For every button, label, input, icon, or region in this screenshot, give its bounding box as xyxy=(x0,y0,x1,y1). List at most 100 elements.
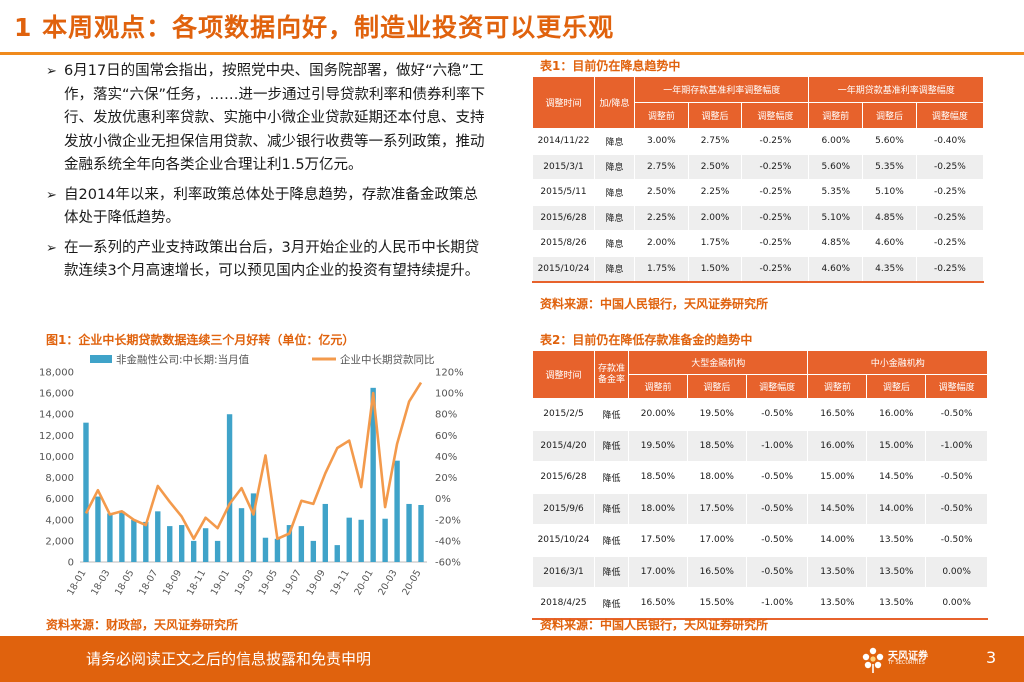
bar-mark xyxy=(202,528,209,562)
table-cell: 5.60% xyxy=(862,128,917,155)
col-header-direction: 存款准备金率 xyxy=(594,350,629,399)
table-cell: 13.50% xyxy=(866,587,927,620)
y-left-tick-label: 14,000 xyxy=(40,410,74,421)
table-cell: 5.10% xyxy=(808,204,864,231)
table-row: 2014/11/22 降息 3.00% 2.75% -0.25% 6.00% 5.60% -0… xyxy=(532,128,985,155)
table-2-title: 表2：目前仍在降低存款准备金的趋势中 xyxy=(540,333,753,347)
table-cell: 14.50% xyxy=(866,461,927,494)
table-cell: -1.00% xyxy=(925,429,988,462)
table-row: 2015/2/5 降低 20.00% 19.50% -0.50% 16.50% 16.00%… xyxy=(532,398,988,431)
legend-label-line: 企业中长期贷款同比 xyxy=(340,353,435,366)
table-cell: 17.50% xyxy=(628,524,688,557)
table-cell: 16.00% xyxy=(807,429,868,462)
table-cell: 15.00% xyxy=(866,429,927,462)
table-cell: 14.00% xyxy=(866,492,927,525)
table-cell: 2.00% xyxy=(687,204,743,231)
bar-mark xyxy=(334,545,340,562)
table-cell: 15.00% xyxy=(807,461,868,494)
sub-header: 调整幅度 xyxy=(915,102,985,129)
table-cell: -0.25% xyxy=(741,255,810,282)
sub-header: 调整前 xyxy=(634,102,689,129)
bar-mark xyxy=(322,503,328,562)
table-row: 2018/4/25 降低 16.50% 15.50% -1.00% 13.50% 13.50… xyxy=(532,587,988,620)
y-left-tick-label: 4,000 xyxy=(45,515,74,526)
bullet-list: ➢ 6月17日的国常会指出，按照党中央、国务院部署，做好“六稳”工作，落实“六保… xyxy=(46,60,486,290)
table-cell: 降息 xyxy=(594,255,635,282)
table-cell: -0.50% xyxy=(745,524,809,557)
table-cell: 17.00% xyxy=(628,555,688,588)
table-cell: -0.50% xyxy=(745,492,809,525)
table-cell: 2016/3/1 xyxy=(532,555,595,588)
y-right-tick-label: 60% xyxy=(435,431,457,442)
bar-mark xyxy=(370,387,376,562)
table-cell: 降息 xyxy=(594,128,635,155)
table-cell: -0.50% xyxy=(745,398,809,431)
table-cell: 5.35% xyxy=(862,153,917,180)
table-cell: 2015/2/5 xyxy=(532,398,595,431)
table-cell: -0.25% xyxy=(915,255,985,282)
table-cell: 2015/10/24 xyxy=(532,255,595,282)
arrow-bullet-icon: ➢ xyxy=(46,240,57,256)
sub-header: 调整前 xyxy=(808,102,864,129)
table-cell: 2.00% xyxy=(634,230,689,257)
y-right-tick-label: 0% xyxy=(435,494,451,505)
bar-mark xyxy=(214,540,221,562)
bar-mark xyxy=(346,517,352,562)
y-right-tick-label: -40% xyxy=(435,536,461,547)
bar-mark xyxy=(131,519,137,562)
table-row: 2015/10/24 降息 1.75% 1.50% -0.25% 4.60% 4.35% -0… xyxy=(532,255,985,282)
table-cell: -0.50% xyxy=(925,524,988,557)
logo-subtitle: TF SECURITIES xyxy=(888,660,925,666)
bullet-item: ➢ 在一系列的产业支持政策出台后，3月开始企业的人民币中长期贷款连续3个月高速增… xyxy=(46,237,486,284)
x-tick-label: 20-03 xyxy=(376,568,399,597)
table-cell: 13.50% xyxy=(866,555,927,588)
bar-mark xyxy=(274,538,281,562)
table-cell: 18.00% xyxy=(686,461,747,494)
table-cell: 2015/9/6 xyxy=(532,492,595,525)
table-cell: 2015/8/26 xyxy=(532,230,595,257)
table-cell: 17.50% xyxy=(686,492,747,525)
table-cell: 4.60% xyxy=(808,255,864,282)
y-left-tick-label: 0 xyxy=(68,558,74,569)
table-cell: 降低 xyxy=(594,555,629,588)
table-cell: 1.75% xyxy=(687,230,743,257)
sub-header: 调整后 xyxy=(687,102,743,129)
bullet-text: 在一系列的产业支持政策出台后，3月开始企业的人民币中长期贷款连续3个月高速增长，… xyxy=(64,239,480,280)
x-tick-label: 19-01 xyxy=(209,568,232,597)
table-cell: 2015/4/20 xyxy=(532,429,595,462)
y-left-tick-label: 18,000 xyxy=(40,368,74,379)
x-tick-label: 18-05 xyxy=(113,568,136,597)
table-cell: 16.50% xyxy=(628,587,688,620)
table-cell: 20.00% xyxy=(628,398,688,431)
table-cell: 2.50% xyxy=(634,179,689,206)
bar-mark xyxy=(382,518,388,562)
group-header-deposit: 一年期存款基准利率调整幅度 xyxy=(633,76,810,103)
x-tick-label: 19-11 xyxy=(328,568,351,597)
table-cell: 2.75% xyxy=(687,128,743,155)
table-cell: 2.25% xyxy=(634,204,689,231)
group-header-small: 中小金融机构 xyxy=(807,350,988,375)
table-cell: -0.25% xyxy=(741,128,810,155)
bar-mark xyxy=(95,496,101,562)
rrr-cut-table: 调整时间 存款准备金率 大型金融机构 中小金融机构 调整前 调整后 调整幅度 调… xyxy=(532,350,988,620)
table-cell: 2015/3/1 xyxy=(532,153,595,180)
y-left-tick-label: 12,000 xyxy=(40,431,74,442)
table-cell: 1.75% xyxy=(634,255,689,282)
table-cell: 18.00% xyxy=(628,492,688,525)
table-row: 2015/8/26 降息 2.00% 1.75% -0.25% 4.85% 4.60% -0.… xyxy=(532,230,985,257)
y-left-tick-label: 2,000 xyxy=(45,536,74,547)
bar-mark xyxy=(406,503,412,562)
table-cell: 4.85% xyxy=(808,230,864,257)
table-cell: -0.50% xyxy=(745,461,809,494)
table-cell: 2018/4/25 xyxy=(532,587,595,620)
bar-mark xyxy=(190,540,197,562)
table-cell: 降低 xyxy=(594,461,629,494)
y-right-tick-label: 20% xyxy=(435,473,457,484)
bar-mark xyxy=(250,493,257,562)
table-cell: 18.50% xyxy=(628,461,688,494)
table-cell: 降低 xyxy=(594,492,629,525)
page-number: 3 xyxy=(986,648,997,667)
group-header-large: 大型金融机构 xyxy=(627,350,809,375)
x-tick-label: 20-05 xyxy=(400,568,423,597)
bar-mark xyxy=(310,540,317,562)
